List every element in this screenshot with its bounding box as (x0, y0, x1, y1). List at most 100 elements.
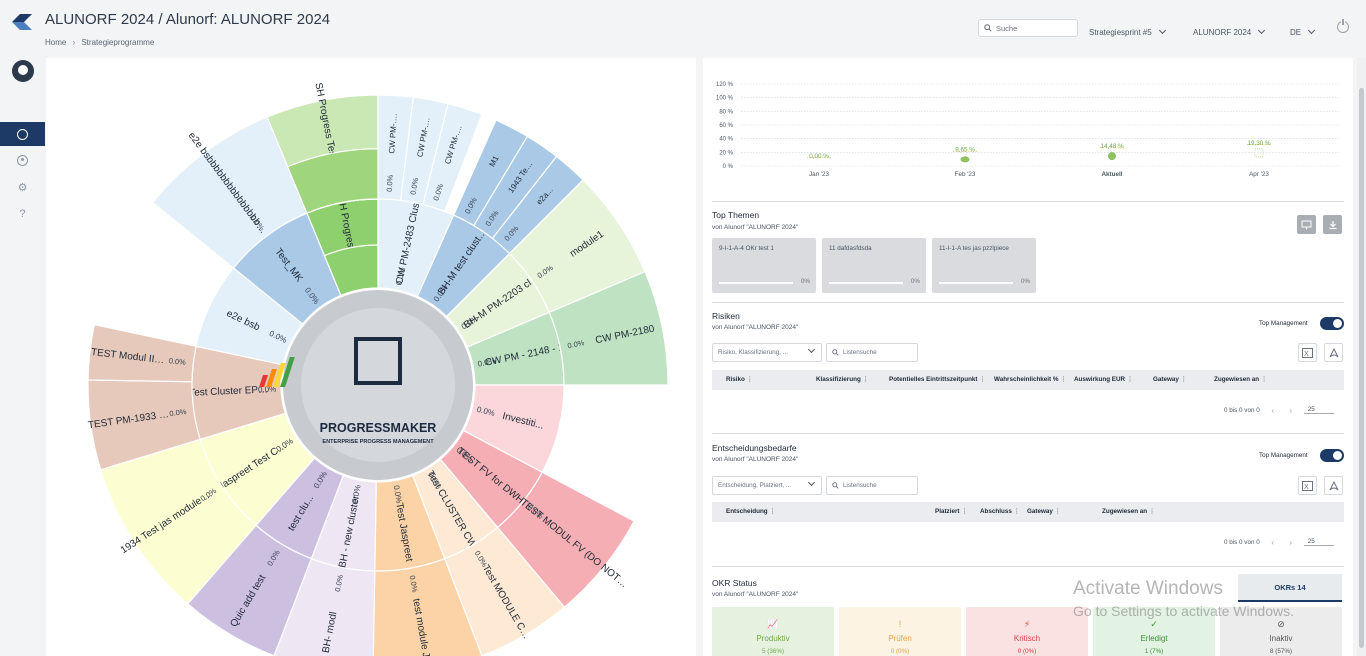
search-input[interactable]: Suche (978, 19, 1078, 37)
okr-status-title: OKR Status (712, 578, 757, 588)
data-point[interactable] (1254, 148, 1264, 158)
risiken-filter-value: Risiko, Klassifizierung, ... (718, 349, 788, 356)
page-title: ALUNORF 2024 / Alunorf: ALUNORF 2024 (45, 11, 331, 28)
theme-card[interactable]: 11-I-1-A tes jas pzzlpiece 0% (932, 238, 1036, 293)
sunburst-progress-fill[interactable] (286, 148, 379, 214)
col-header[interactable]: Klassifizierung ⋮ (816, 376, 869, 383)
record-icon[interactable] (0, 148, 45, 172)
y-tick-label: 20 % (719, 150, 733, 156)
x-tick-label: Aktuell (1102, 171, 1123, 178)
col-header[interactable]: Platziert ⋮ (935, 508, 968, 515)
okr-status-card[interactable]: ! Prüfen 0 (0%) (839, 607, 961, 656)
sunburst-cluster-value: 0.0% (477, 356, 497, 368)
col-header[interactable]: Wahrscheinlichkeit % ⋮ (994, 376, 1067, 383)
block-icon: ⊘ (1277, 619, 1285, 629)
pdf-export-icon[interactable] (1324, 476, 1343, 495)
okr-status-card[interactable]: ✓ Erledigt 1 (7%) (1093, 607, 1215, 656)
theme-card-pct: 0% (800, 278, 810, 285)
risiken-filter-select[interactable]: Risiko, Klassifizierung, ... (712, 343, 822, 362)
col-header[interactable]: Gateway ⋮ (1153, 376, 1187, 383)
present-icon[interactable] (1297, 215, 1316, 234)
theme-card[interactable]: 9-I-1-A-4 OKr test 1 0% (712, 238, 816, 293)
theme-progress-bar (939, 282, 1013, 284)
y-tick-label: 80 % (719, 109, 733, 115)
language-label: DE (1290, 27, 1302, 37)
sunburst-cluster-label: Test Cluster EP… (189, 384, 268, 398)
okr-status-card[interactable]: ⚡ Kritisch 0 (0%) (966, 607, 1088, 656)
okr-card-count: 1 (7%) (1144, 648, 1164, 655)
chevron-right-icon: › (72, 37, 76, 47)
excel-export-icon[interactable]: X (1298, 343, 1317, 362)
okr-card-label: Prüfen (888, 634, 912, 643)
chevron-right-icon[interactable]: › (1289, 405, 1293, 415)
okr-card-label: Inaktiv (1269, 634, 1293, 643)
progressmaker-logo-icon (259, 337, 402, 387)
app-logo-icon[interactable] (10, 10, 34, 34)
y-tick-label: 120 % (716, 82, 734, 88)
scrollbar[interactable] (1357, 58, 1366, 656)
risiken-subtitle: von Alunorf "ALUNORF 2024" (712, 324, 799, 331)
col-header[interactable]: Zugewiesen an ⋮ (1102, 508, 1156, 515)
risiken-search-input[interactable]: Listensuche (826, 343, 918, 362)
theme-card-pct: 0% (910, 278, 920, 285)
top-management-toggle[interactable] (1320, 449, 1344, 462)
sunburst-module-segment[interactable] (548, 270, 669, 386)
sunburst-module-value: 0.0% (169, 407, 188, 418)
chevron-right-icon[interactable]: › (1289, 537, 1293, 547)
download-icon[interactable] (1323, 215, 1342, 234)
search-icon (984, 24, 992, 32)
breadcrumb-home[interactable]: Home (45, 37, 67, 47)
top-management-toggle[interactable] (1320, 317, 1344, 330)
risiken-title: Risiken (712, 311, 740, 321)
col-header[interactable]: Auswirkung EUR ⋮ (1074, 376, 1134, 383)
entscheidungen-filter-select[interactable]: Entscheidung, Platziert, ... (712, 476, 822, 495)
chevron-left-icon[interactable]: ‹ (1271, 537, 1275, 547)
col-header[interactable]: Gateway ⋮ (1027, 508, 1061, 515)
scrollbar-thumb[interactable] (1359, 88, 1364, 648)
sunburst-module-value: 0.0% (333, 574, 345, 593)
sunburst-chart: SH Progress Tes…48.3%CW PM-2483 Clus…0.0… (87, 82, 669, 656)
tab-okrs[interactable]: OKRs 14 (1238, 574, 1342, 602)
search-icon (832, 482, 839, 489)
search-placeholder: Suche (996, 23, 1018, 33)
sunburst-module-value: 0.0% (408, 575, 420, 594)
sunburst-module-segment[interactable] (422, 102, 483, 213)
theme-card-pct: 0% (1020, 278, 1030, 285)
page-size-select[interactable]: 25 (1303, 406, 1334, 414)
chevron-down-icon (1258, 26, 1266, 35)
theme-progress-bar (719, 282, 793, 284)
col-header[interactable]: Abschluss ⋮ (980, 508, 1020, 515)
sidebar: ⚙ ? (0, 0, 45, 656)
breadcrumb-current[interactable]: Strategieprogramme (81, 37, 155, 47)
org-select[interactable]: ALUNORF 2024 (1193, 23, 1266, 41)
sprint-select[interactable]: Strategiesprint #5 (1089, 23, 1166, 41)
data-point[interactable] (1108, 152, 1116, 161)
language-select[interactable]: DE (1290, 23, 1316, 41)
bulb-icon[interactable] (12, 60, 34, 82)
power-icon[interactable] (1337, 19, 1349, 33)
okr-status-card[interactable]: 📈 Produktiv 5 (36%) (712, 607, 834, 656)
theme-card[interactable]: 11 dafdasfdsda 0% (822, 238, 926, 293)
data-point[interactable] (960, 156, 970, 163)
target-icon[interactable] (0, 122, 45, 146)
col-header[interactable]: Potentielles Eintrittszeitpunkt ⋮ (889, 376, 986, 383)
sunburst-cluster-value: 0.0% (476, 405, 496, 418)
excel-export-icon[interactable]: X (1298, 476, 1317, 495)
risiken-table-header: Risiko ⋮ Klassifizierung ⋮ Potentielles … (712, 370, 1344, 390)
col-header[interactable]: Entscheidung ⋮ (726, 508, 776, 515)
sunburst-module-segment[interactable] (151, 116, 308, 269)
entscheidungen-search-input[interactable]: Listensuche (826, 476, 918, 495)
y-tick-label: 0 % (723, 164, 734, 170)
sunburst-progress-fill[interactable] (323, 244, 379, 297)
col-header[interactable]: Risiko ⋮ (726, 376, 753, 383)
pdf-export-icon[interactable] (1324, 343, 1343, 362)
okr-status-card[interactable]: ⊘ Inaktiv 8 (57%) (1220, 607, 1342, 656)
okr-card-count: 0 (0%) (1017, 648, 1037, 655)
page-size-select[interactable]: 25 (1303, 538, 1334, 546)
gear-icon[interactable]: ⚙ (17, 181, 28, 194)
help-icon[interactable]: ? (19, 208, 26, 220)
risiken-toggle-label: Top Management (1259, 320, 1308, 327)
sunburst-module-segment[interactable] (87, 323, 197, 383)
col-header[interactable]: Zugewiesen an ⋮ (1214, 376, 1268, 383)
chevron-left-icon[interactable]: ‹ (1271, 405, 1275, 415)
